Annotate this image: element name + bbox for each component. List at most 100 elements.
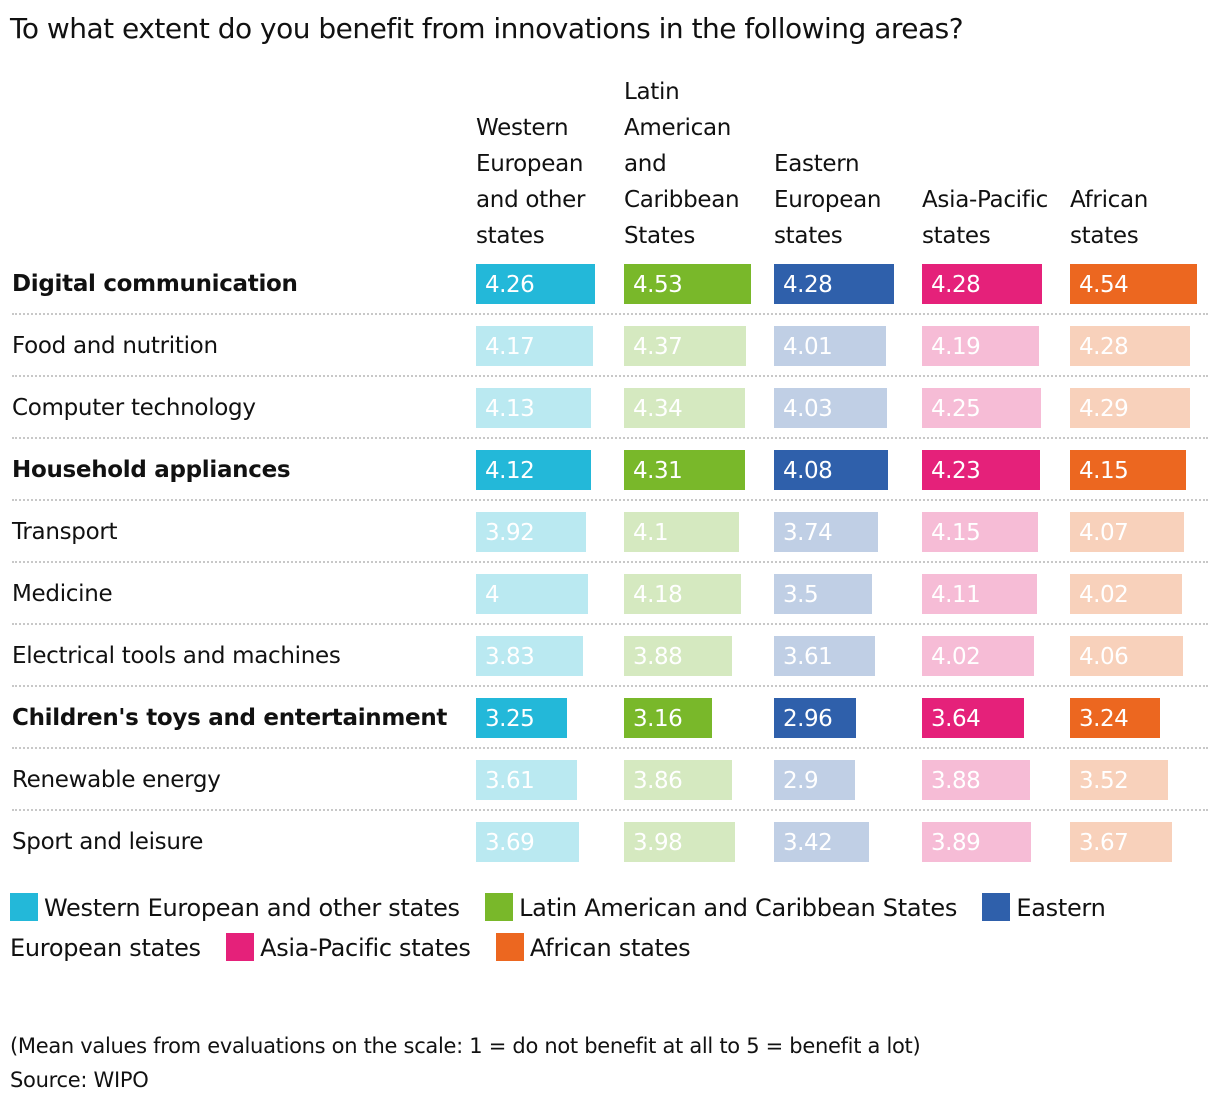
data-label: 3.88: [633, 644, 683, 670]
legend-swatch: [982, 893, 1011, 921]
legend-label: Latin American and Caribbean States: [519, 894, 958, 922]
bar: [922, 822, 1031, 862]
row-label: Household appliances: [12, 457, 291, 483]
data-label: 4.23: [931, 458, 981, 484]
data-label: 3.61: [485, 768, 535, 794]
data-label: 3.98: [633, 830, 683, 856]
data-label: 3.24: [1079, 706, 1129, 732]
legend-label: Eastern European states: [10, 894, 1106, 962]
legend-item: Latin American and Caribbean States: [485, 893, 958, 922]
bar: [476, 388, 592, 428]
data-label: 4.53: [633, 272, 683, 298]
legend-swatch: [226, 933, 255, 961]
bar: [774, 636, 875, 676]
bar: [1070, 574, 1183, 614]
data-label: 4.28: [1079, 334, 1129, 360]
bar: [476, 760, 577, 800]
bar: [1070, 450, 1187, 490]
row-label: Medicine: [12, 581, 113, 607]
bar: [922, 636, 1035, 676]
data-label: 4.12: [485, 458, 535, 484]
data-label: 3.92: [485, 520, 535, 546]
legend-item: Asia-Pacific states: [226, 933, 471, 962]
row-divider: [12, 685, 1208, 687]
data-label: 4: [485, 582, 500, 608]
bar: [1070, 636, 1184, 676]
data-label: 4.26: [485, 272, 535, 298]
data-label: 3.83: [485, 644, 535, 670]
bar: [922, 450, 1041, 490]
bar: [1070, 264, 1198, 304]
data-label: 4.34: [633, 396, 683, 422]
data-label: 4.15: [1079, 458, 1129, 484]
data-label: 3.42: [783, 830, 833, 856]
bar: [624, 264, 751, 304]
data-label: 3.64: [931, 706, 981, 732]
data-label: 3.86: [633, 768, 683, 794]
bar: [922, 698, 1024, 738]
bar: [476, 574, 588, 614]
legend-swatch: [10, 893, 38, 921]
data-label: 3.25: [485, 706, 535, 732]
bar: [476, 698, 567, 738]
data-label: 3.67: [1079, 830, 1129, 856]
data-label: 3.88: [931, 768, 981, 794]
data-label: 4.02: [1079, 582, 1129, 608]
bar: [624, 636, 733, 676]
data-label: 3.52: [1079, 768, 1129, 794]
bar: [922, 574, 1037, 614]
bar: [922, 760, 1031, 800]
data-label: 3.74: [783, 520, 833, 546]
bar: [1070, 760, 1169, 800]
bar: [774, 574, 872, 614]
data-label: 2.9: [783, 768, 819, 794]
chart-title: To what extent do you benefit from innov…: [10, 12, 964, 45]
bar: [476, 636, 583, 676]
data-label: 3.89: [931, 830, 981, 856]
bar: [922, 388, 1041, 428]
data-label: 4.37: [633, 334, 683, 360]
bar: [624, 574, 741, 614]
legend-item: African states: [495, 933, 691, 962]
bar: [476, 450, 592, 490]
data-label: 4.02: [931, 644, 981, 670]
data-label: 4.01: [783, 334, 833, 360]
bar: [774, 822, 870, 862]
data-label: 4.06: [1079, 644, 1129, 670]
legend-label: African states: [529, 934, 691, 962]
row-divider: [12, 437, 1208, 439]
chart-source: Source: WIPO: [10, 1068, 149, 1092]
bar: [476, 512, 586, 552]
legend-item: Western European and other states: [10, 893, 460, 922]
bar: [774, 264, 894, 304]
bar: [624, 388, 746, 428]
row-divider: [12, 809, 1208, 811]
bar: [774, 388, 887, 428]
data-label: 4.1: [633, 520, 669, 546]
row-label: Food and nutrition: [12, 333, 218, 359]
bar: [624, 450, 745, 490]
data-label: 2.96: [783, 706, 833, 732]
data-label: 3.16: [633, 706, 683, 732]
bar: [624, 326, 747, 366]
row-divider: [12, 499, 1208, 501]
bar: [624, 512, 739, 552]
row-label: Renewable energy: [12, 767, 221, 793]
legend: Western European and other states Latin …: [10, 888, 1150, 968]
bar: [1070, 326, 1190, 366]
data-label: 4.28: [783, 272, 833, 298]
row-divider: [12, 747, 1208, 749]
row-divider: [12, 375, 1208, 377]
bar: [476, 822, 580, 862]
bar: [774, 450, 889, 490]
bar: [1070, 388, 1190, 428]
data-label: 4.17: [485, 334, 535, 360]
data-label: 4.18: [633, 582, 683, 608]
bar: [476, 326, 593, 366]
data-label: 4.19: [931, 334, 981, 360]
data-label: 4.25: [931, 396, 981, 422]
bar: [1070, 698, 1161, 738]
data-label: 4.07: [1079, 520, 1129, 546]
data-label: 4.13: [485, 396, 535, 422]
data-label: 4.54: [1079, 272, 1129, 298]
